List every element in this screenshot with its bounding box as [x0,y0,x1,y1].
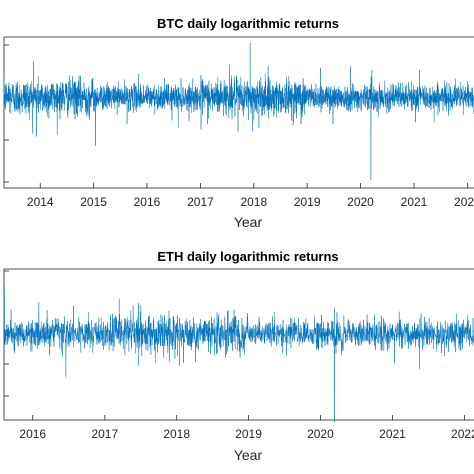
x-tick-label: 2020 [307,427,334,441]
x-tick-label: 2018 [240,195,267,209]
btc-chart-title: BTC daily logarithmic returns [157,16,339,31]
btc-x-axis-label: Year [234,214,263,230]
btc-plot-area [3,36,474,189]
eth-chart-title: ETH daily logarithmic returns [157,249,338,264]
x-tick-label: 2021 [401,195,428,209]
x-tick-label: 2021 [379,427,406,441]
x-tick-label: 2016 [19,427,46,441]
eth-returns-chart: ETH daily logarithmic returns 2016 2017 20… [3,249,474,463]
x-tick-label: 2019 [235,427,262,441]
btc-x-axis: 2014 2015 2016 2017 2018 2019 2020 2021 2022 [27,183,474,209]
x-tick-label: 2020 [347,195,374,209]
btc-return-series [3,42,474,180]
x-tick-label: 2019 [294,195,321,209]
x-tick-label: 2022 [454,195,474,209]
x-tick-label: 2017 [187,195,214,209]
x-tick-label: 2015 [80,195,107,209]
x-tick-label: 2017 [91,427,118,441]
eth-return-series [4,285,474,423]
btc-y-axis [4,44,9,183]
x-tick-label: 2014 [27,195,54,209]
eth-x-axis: 2016 2017 2018 2019 2020 2021 2022 [19,415,474,441]
x-tick-label: 2022 [451,427,474,441]
eth-x-axis-label: Year [234,447,263,463]
btc-returns-chart: BTC daily logarithmic returns 2014 2015 20… [3,16,474,230]
x-tick-label: 2016 [134,195,161,209]
eth-plot-area [3,268,474,421]
eth-y-axis [4,270,9,397]
x-tick-label: 2018 [163,427,190,441]
